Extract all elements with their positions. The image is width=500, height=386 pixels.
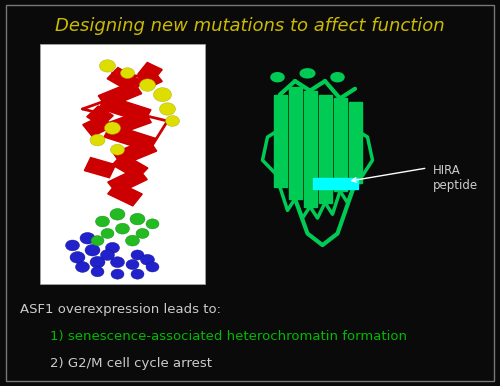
Circle shape [100, 250, 114, 261]
Polygon shape [98, 81, 142, 108]
Polygon shape [84, 157, 116, 178]
Circle shape [66, 240, 80, 251]
Circle shape [110, 144, 124, 155]
Circle shape [104, 122, 120, 134]
Polygon shape [312, 178, 358, 189]
Bar [40, 44, 205, 284]
Polygon shape [104, 110, 152, 137]
Circle shape [146, 262, 159, 272]
Circle shape [70, 252, 85, 263]
Polygon shape [108, 168, 147, 194]
Circle shape [80, 232, 95, 244]
Polygon shape [274, 95, 286, 187]
Polygon shape [87, 106, 113, 126]
Circle shape [76, 262, 90, 273]
Polygon shape [304, 91, 316, 207]
Circle shape [160, 103, 176, 115]
Polygon shape [83, 115, 112, 136]
Polygon shape [348, 102, 362, 183]
Polygon shape [108, 182, 142, 206]
Circle shape [85, 244, 100, 256]
Polygon shape [138, 69, 162, 88]
Circle shape [136, 229, 149, 239]
Circle shape [100, 60, 116, 72]
Circle shape [120, 68, 134, 78]
Circle shape [131, 269, 144, 279]
Circle shape [96, 216, 110, 227]
Polygon shape [104, 124, 156, 151]
Circle shape [111, 269, 124, 279]
Circle shape [110, 257, 124, 267]
Circle shape [116, 223, 130, 234]
Circle shape [126, 235, 140, 246]
Circle shape [131, 250, 144, 260]
Circle shape [91, 235, 104, 245]
Text: ASF1 overexpression leads to:: ASF1 overexpression leads to: [20, 303, 221, 316]
Circle shape [101, 229, 114, 239]
Circle shape [106, 242, 120, 253]
Circle shape [110, 208, 125, 220]
Ellipse shape [303, 71, 312, 76]
Circle shape [126, 259, 139, 269]
Circle shape [154, 88, 172, 102]
Circle shape [90, 256, 105, 268]
Polygon shape [334, 98, 346, 191]
Text: HIRA
peptide: HIRA peptide [432, 164, 478, 192]
Text: Designing new mutations to affect function: Designing new mutations to affect functi… [55, 17, 445, 36]
Circle shape [90, 134, 105, 146]
Ellipse shape [334, 75, 342, 80]
Ellipse shape [274, 75, 281, 80]
Text: 2) G2/M cell cycle arrest: 2) G2/M cell cycle arrest [50, 357, 212, 370]
Text: 1) senescence-associated heterochromatin formation: 1) senescence-associated heterochromatin… [50, 330, 407, 343]
Circle shape [91, 267, 104, 277]
Polygon shape [288, 87, 302, 199]
Circle shape [146, 219, 159, 229]
Polygon shape [99, 95, 151, 123]
Circle shape [166, 115, 179, 126]
Polygon shape [107, 68, 143, 93]
Circle shape [130, 213, 145, 225]
Circle shape [140, 79, 156, 91]
Polygon shape [114, 139, 156, 165]
Polygon shape [112, 154, 148, 179]
Polygon shape [138, 63, 162, 81]
Polygon shape [318, 95, 332, 203]
Circle shape [140, 254, 154, 265]
